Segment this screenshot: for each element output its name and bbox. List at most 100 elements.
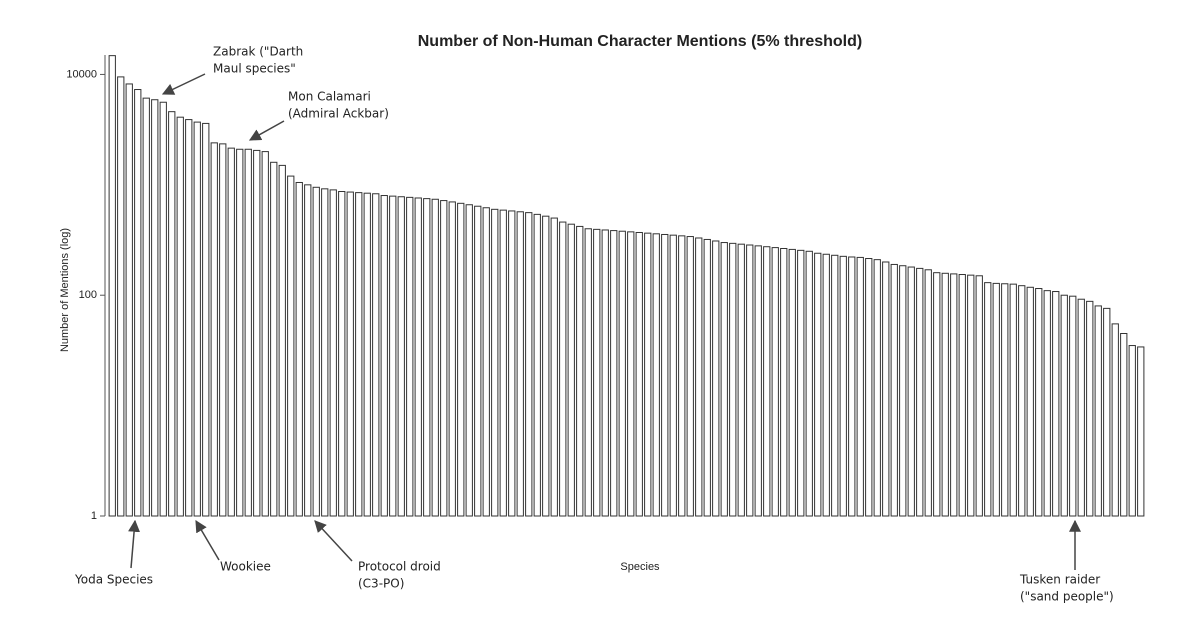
bar [1009,283,1017,517]
bar [185,119,193,517]
bar [1035,288,1043,517]
bar [601,229,609,517]
x-axis-label: Species [620,561,660,573]
y-tick-label: 10000 [66,68,97,80]
bar [618,230,626,517]
y-tick-label: 1 [91,510,97,522]
bar [346,191,354,517]
y-tick-label: 100 [79,289,97,301]
bar [984,282,992,517]
bar [1060,294,1068,517]
bar [1026,286,1034,517]
bar [372,193,380,517]
bar [1052,291,1060,517]
bar [967,274,975,517]
bar [703,238,711,517]
bar [193,121,201,517]
bar [712,240,720,517]
bar [414,197,422,517]
bar [482,207,490,517]
annotation: Zabrak ("Darth [213,45,303,59]
bar [1120,333,1128,517]
bar [695,237,703,517]
bar [899,265,907,517]
bar [729,242,737,517]
annotation-arrow [195,519,220,561]
bar [253,149,261,517]
bar [1086,300,1094,517]
bar [839,255,847,517]
bar [134,89,142,517]
bar [219,143,227,517]
bar [1043,290,1051,517]
bar [873,259,881,517]
bar [1128,345,1136,517]
bar [848,256,856,517]
bar [457,202,465,517]
bar [363,192,371,517]
bar [924,269,932,517]
bar [431,198,439,517]
bar [814,252,822,517]
bar [423,198,431,517]
bar [584,228,592,517]
bar [525,212,533,517]
bar [1077,298,1085,517]
annotation: (Admiral Ackbar) [288,107,389,121]
bar [720,242,728,517]
bar [610,230,618,517]
bar [805,250,813,517]
bar [1111,323,1119,517]
annotation-arrow [128,519,141,569]
bar [270,161,278,517]
bar [1094,305,1102,517]
bar [644,232,652,517]
bar [465,204,473,517]
bar [329,189,337,517]
bar [975,275,983,517]
annotation-arrow [161,73,206,95]
bar [1069,295,1077,517]
annotation-arrow [314,520,353,562]
bar [159,101,167,517]
annotation: Tusken raider [1019,573,1100,587]
y-axis-label: Number of Mentions (log) [59,228,71,352]
bar [763,246,771,517]
bar [1018,285,1026,517]
bar [491,208,499,517]
annotation: Protocol droid [358,560,441,574]
bar [1103,307,1111,517]
bar [108,55,116,517]
bar [236,148,244,517]
annotation: ("sand people") [1020,590,1114,604]
annotation: Mon Calamari [288,90,371,104]
bar [1001,283,1009,517]
bar [542,215,550,517]
bar [916,267,924,517]
annotation: Maul species" [213,62,296,76]
bar [168,111,176,517]
annotation-arrow [248,120,285,141]
bar [635,231,643,517]
bar [516,211,524,517]
bar [355,192,363,517]
annotation: (C3-PO) [358,577,404,591]
bar [831,254,839,517]
bar [856,256,864,517]
annotation: Wookiee [220,560,271,574]
bar [576,225,584,517]
bar [406,196,414,517]
bar [627,231,635,517]
bar [397,196,405,517]
bar [890,263,898,517]
bar [210,142,218,517]
bar [754,245,762,517]
bar [287,175,295,517]
bar [448,201,456,517]
bar [533,213,541,517]
bar [312,186,320,517]
bar [244,148,252,517]
bar [338,191,346,517]
bar [661,233,669,517]
bar [737,243,745,517]
